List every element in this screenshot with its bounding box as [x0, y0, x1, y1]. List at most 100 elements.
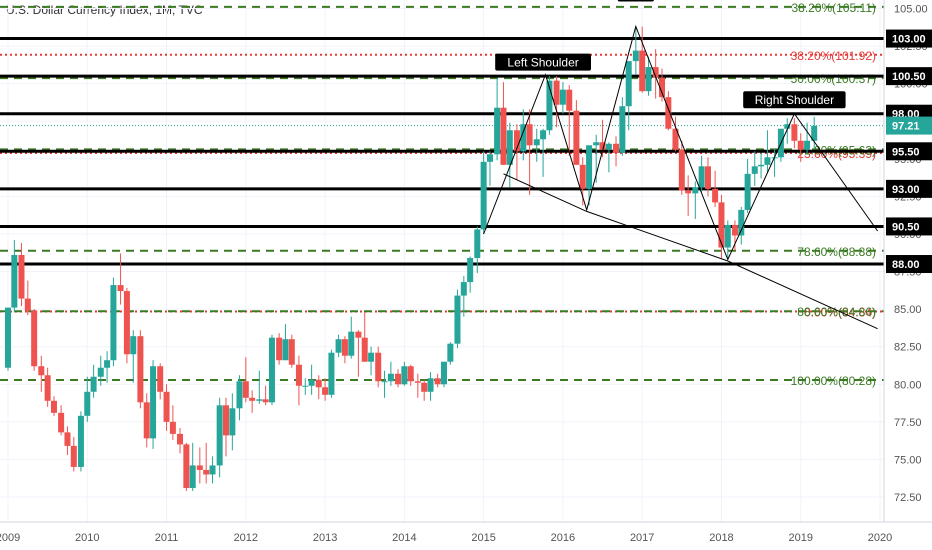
level-price-tag: 90.50 [886, 217, 932, 236]
pattern-line [503, 173, 587, 212]
level-tag-bg [886, 179, 932, 198]
candle-down [262, 385, 269, 406]
candle-up [619, 97, 626, 156]
candle-down [341, 336, 348, 364]
time-tick-label: 2010 [75, 532, 99, 544]
level-tag-bg [886, 142, 932, 161]
candle-up [784, 118, 791, 144]
candle-down [659, 68, 665, 102]
price-tick-label: 82.50 [894, 342, 922, 354]
candle-body [731, 224, 738, 236]
candle-up [368, 346, 375, 376]
candle-body [143, 402, 150, 439]
price-tick-label: 80.00 [894, 379, 922, 391]
level-price-tag: 100.50 [886, 67, 932, 86]
candle-down [434, 373, 441, 388]
candle-body [189, 465, 196, 488]
time-tick-label: 2020 [868, 532, 892, 544]
candle-body [454, 295, 461, 344]
fibonacci-levels: 38.20%(105.11) 38.20%(101.92) 50.00%(100.3… [0, 1, 884, 388]
candle-down [361, 312, 368, 362]
candle-body [335, 339, 342, 353]
candle-body [276, 337, 283, 361]
candle-body [494, 107, 501, 155]
candle-up [645, 56, 652, 96]
candle-body [784, 124, 791, 129]
candle-body [579, 164, 586, 189]
candle-up [520, 109, 527, 161]
candle-up [625, 61, 632, 131]
candle-up [268, 334, 275, 406]
candle-body [216, 405, 223, 466]
candle-body [355, 331, 362, 338]
candle-body [467, 258, 474, 283]
candle-up [804, 122, 811, 155]
candle-body [804, 140, 811, 150]
candle-body [599, 142, 606, 150]
candle-body [553, 80, 560, 105]
candle-body [322, 387, 329, 395]
candle-down [704, 157, 711, 197]
candle-up [692, 181, 699, 219]
candle-up [533, 128, 540, 162]
candle-up [744, 158, 751, 213]
candle-down [665, 91, 672, 131]
candle-up [189, 442, 196, 491]
candle-down [685, 175, 692, 216]
candle-up [302, 378, 309, 395]
candle-up [381, 370, 388, 398]
pattern-line [586, 210, 728, 262]
candle-down [117, 253, 124, 305]
candle-body [645, 67, 652, 92]
candle-down [143, 393, 150, 448]
candle-up [724, 220, 731, 260]
pattern-lines [483, 24, 879, 330]
candle-up [90, 364, 97, 398]
candle-body [506, 130, 513, 165]
fib-level-label: 88.60%(84.86) [797, 305, 876, 319]
candle-down [355, 330, 362, 377]
candle-up [401, 361, 408, 386]
candle-down [797, 133, 804, 162]
candle-down [169, 405, 176, 440]
candle-body [368, 352, 375, 362]
level-tag-text: 95.50 [892, 146, 920, 158]
candle-body [447, 343, 454, 362]
time-axis: 2009 2010 2011 2012 2013 2014 2015 2016 2017 2018… [0, 521, 932, 550]
candle-body [441, 361, 447, 385]
candle-down [672, 116, 679, 152]
candle-up [586, 145, 593, 206]
candle-body [791, 124, 798, 141]
annotation-text: Left Shoulder [507, 56, 578, 70]
candle-down [513, 124, 520, 180]
candle-up [256, 370, 263, 404]
candle-down [500, 82, 507, 165]
candle-down [295, 355, 302, 406]
candle-body [460, 282, 467, 296]
support-resistance-levels [0, 37, 884, 266]
candle-up [777, 128, 784, 162]
candle-body [593, 142, 600, 146]
candle-body [421, 382, 428, 392]
candle-body [559, 89, 566, 105]
candle-up [209, 456, 216, 484]
annotation-box [495, 53, 591, 71]
candle-up [605, 142, 612, 173]
candle-body [242, 381, 249, 398]
price-tick-label: 105.00 [894, 4, 928, 16]
candle-down [50, 396, 57, 416]
candle-body [90, 376, 97, 392]
candle-body [533, 139, 540, 146]
candle-body [315, 379, 322, 388]
candle-body [474, 229, 481, 259]
current-price-tag: 97.21 [886, 116, 932, 135]
candle-down [24, 280, 31, 316]
candle-down [526, 109, 533, 195]
candle-up [811, 116, 818, 149]
candle-body [639, 50, 646, 92]
candle-up [335, 334, 342, 358]
candle-up [758, 152, 765, 179]
candle-body [712, 188, 719, 203]
candle-body [236, 381, 243, 409]
